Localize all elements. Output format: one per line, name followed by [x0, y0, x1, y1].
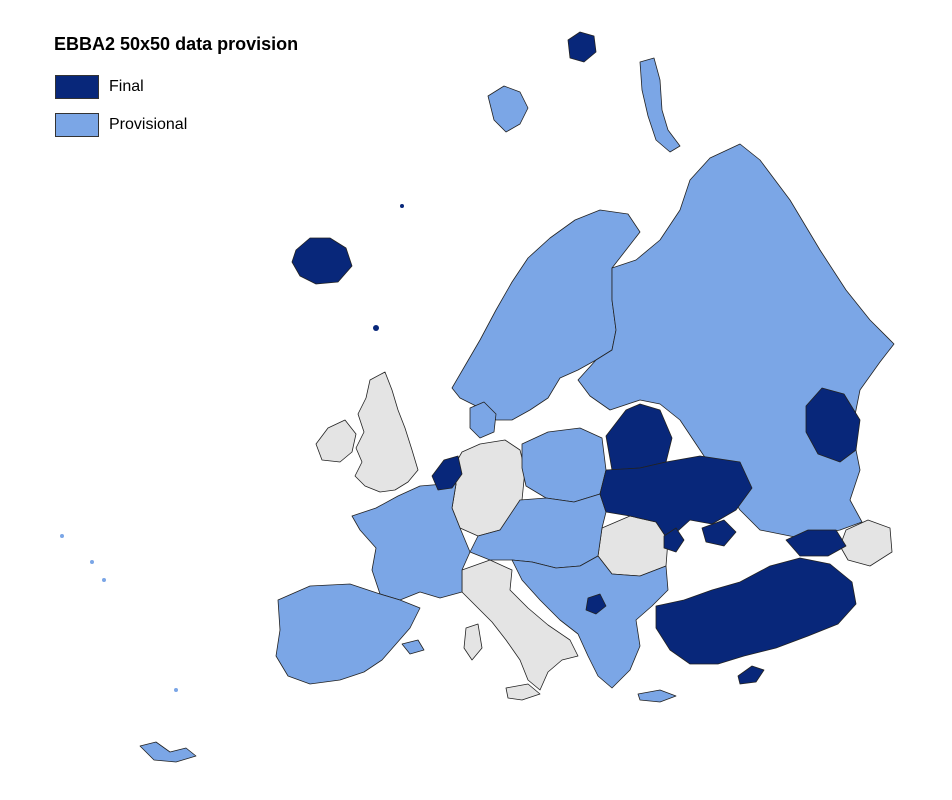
legend-label-final: Final	[109, 78, 144, 95]
country-denmark	[469, 401, 497, 439]
country-iberia	[275, 583, 421, 685]
legend: Final Provisional	[55, 74, 187, 150]
island-sardinia	[463, 623, 483, 661]
islet-azores-2	[90, 560, 94, 564]
small-islets	[60, 204, 404, 692]
country-italy	[461, 559, 579, 691]
islands-canaries	[139, 741, 197, 763]
country-turkey	[655, 557, 857, 665]
islet-azores-1	[60, 534, 64, 538]
country-romania	[597, 515, 669, 577]
islet-faroe	[373, 325, 379, 331]
country-ukraine	[599, 455, 753, 541]
region-caucasus-final	[785, 529, 847, 557]
country-moldova	[663, 527, 685, 553]
island-svalbard	[487, 85, 529, 133]
country-france	[351, 483, 471, 601]
island-novaya-zemlya	[639, 57, 681, 153]
legend-item-provisional: Provisional	[55, 112, 187, 138]
region-crimea	[701, 519, 737, 547]
island-cyprus	[737, 665, 765, 685]
country-belarus	[605, 403, 673, 471]
country-montenegro	[585, 593, 607, 615]
islands-franz-josef-land	[567, 31, 597, 63]
country-balkans	[511, 555, 669, 689]
legend-label-provisional: Provisional	[109, 116, 188, 133]
final-regions	[291, 31, 861, 685]
legend-item-final: Final	[55, 74, 187, 100]
country-iceland	[291, 237, 353, 285]
country-ireland	[315, 419, 357, 463]
region-russia-volga	[805, 387, 861, 463]
map-title: EBBA2 50x50 data provision	[54, 34, 299, 54]
legend-swatch-provisional	[55, 113, 99, 137]
islet-jan-mayen	[400, 204, 404, 208]
island-crete	[637, 689, 677, 703]
island-balearics	[401, 639, 425, 655]
country-benelux	[431, 455, 463, 491]
island-sicily	[505, 683, 541, 701]
legend-swatch-final	[55, 75, 99, 99]
islet-azores-3	[102, 578, 106, 582]
no-data-regions	[315, 371, 893, 701]
islet-madeira	[174, 688, 178, 692]
country-poland	[521, 427, 607, 503]
country-great-britain	[354, 371, 419, 493]
